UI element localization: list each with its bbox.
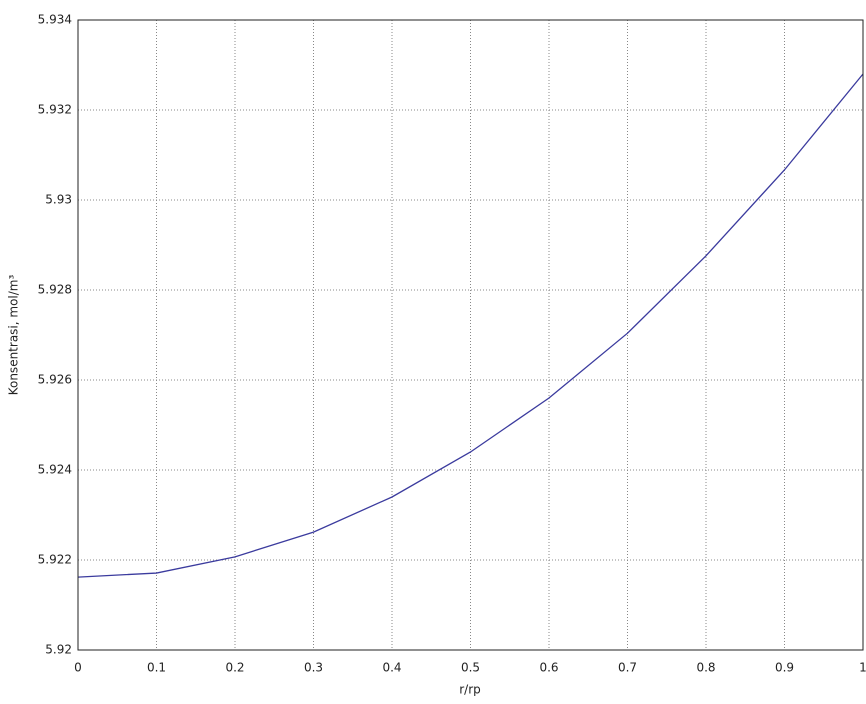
x-tick-label: 1 <box>859 661 866 675</box>
x-tick-label: 0.4 <box>382 661 401 675</box>
x-tick-label: 0.9 <box>775 661 794 675</box>
y-tick-label: 5.92 <box>45 643 72 657</box>
y-tick-label: 5.924 <box>38 463 72 477</box>
y-tick-label: 5.93 <box>45 193 72 207</box>
data-line <box>77 73 864 578</box>
x-tick-label: 0.5 <box>461 661 480 675</box>
plot-frame <box>77 19 864 651</box>
x-tick-label: 0.8 <box>696 661 715 675</box>
y-tick-label: 5.932 <box>38 103 72 117</box>
y-tick-label: 5.928 <box>38 283 72 297</box>
y-axis-label: Konsentrasi, mol/m³ <box>7 275 21 396</box>
x-tick-label: 0.7 <box>618 661 637 675</box>
y-tick-label: 5.926 <box>38 373 72 387</box>
x-tick-label: 0.3 <box>304 661 323 675</box>
x-tick-label: 0.1 <box>147 661 166 675</box>
y-tick-label: 5.922 <box>38 553 72 567</box>
y-tick-label: 5.934 <box>38 13 72 27</box>
x-tick-label: 0.2 <box>225 661 244 675</box>
x-tick-label: 0 <box>74 661 82 675</box>
marks <box>77 73 864 578</box>
x-axis-label: r/rp <box>459 683 481 697</box>
x-tick-label: 0.6 <box>539 661 558 675</box>
